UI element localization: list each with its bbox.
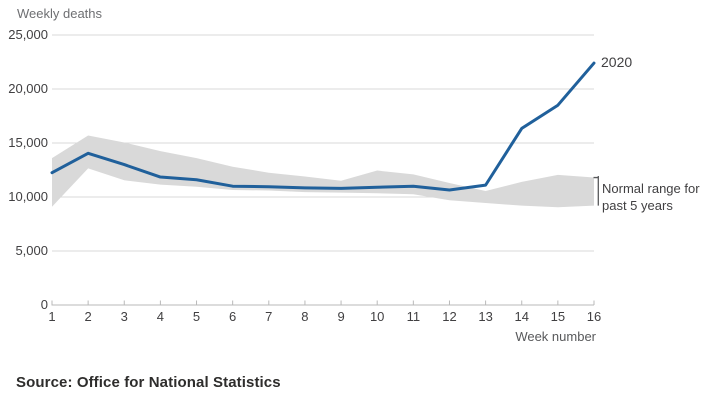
x-tick-label: 2 (84, 309, 92, 324)
x-tick-label: 15 (550, 309, 566, 324)
normal-range-bracket (593, 176, 599, 206)
line-2020 (50, 61, 596, 192)
normal-range-band (52, 135, 594, 208)
plot-area (50, 34, 599, 306)
source-note: Source: Office for National Statistics (16, 374, 281, 391)
y-axis-title: Weekly deaths (17, 6, 103, 21)
x-tick-label: 5 (192, 309, 201, 324)
normal-range-label-line1: Normal range for (602, 181, 700, 196)
x-tick-label: 14 (514, 309, 529, 324)
x-tick-label: 4 (156, 309, 164, 324)
x-tick-label: 6 (229, 309, 237, 324)
x-tick-label: 16 (586, 309, 602, 324)
y-tick-label: 25,000 (8, 27, 48, 42)
normal-range-label: Normal range for past 5 years (602, 180, 700, 214)
x-tick-label: 12 (442, 309, 457, 324)
y-tick-label: 20,000 (8, 81, 48, 96)
x-tick-label: 10 (369, 309, 385, 324)
normal-range-label-line2: past 5 years (602, 198, 673, 213)
x-tick-label: 13 (478, 309, 493, 324)
x-tick-label: 1 (48, 309, 56, 324)
y-tick-label: 0 (40, 297, 48, 312)
x-axis-title: Week number (515, 329, 596, 344)
y-tick-label: 15,000 (8, 135, 48, 150)
x-tick-label: 7 (265, 309, 273, 324)
x-tick-label: 9 (337, 309, 345, 324)
y-tick-label: 5,000 (15, 243, 48, 258)
x-tick-label: 8 (301, 309, 309, 324)
x-tick-label: 3 (120, 309, 128, 324)
series-label-2020: 2020 (601, 54, 633, 70)
y-tick-label: 10,000 (8, 189, 48, 204)
x-tick-label: 11 (406, 309, 421, 324)
